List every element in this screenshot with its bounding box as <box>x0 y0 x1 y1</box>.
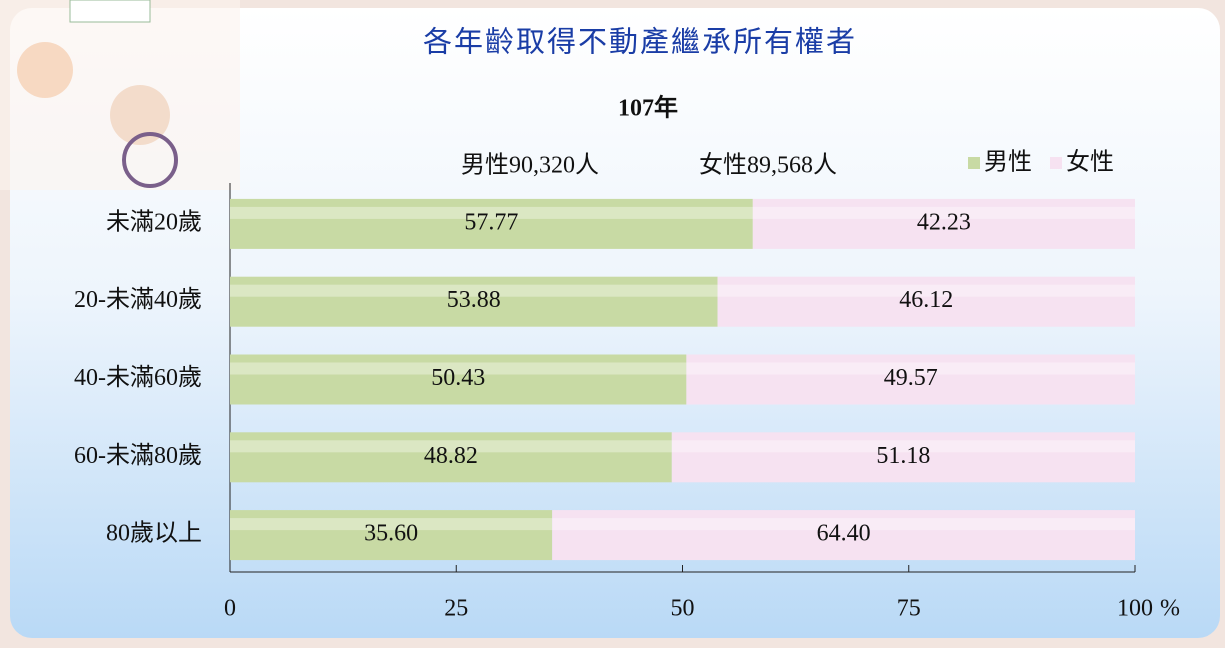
legend-label: 男性 <box>984 149 1032 176</box>
illustration <box>0 0 240 190</box>
y-tick-label: 20-未滿40歲 <box>74 286 202 313</box>
y-tick-label: 60-未滿80歲 <box>74 442 202 469</box>
legend-swatch <box>1050 157 1062 169</box>
annotation: 男性90,320人 <box>461 152 599 179</box>
x-axis-label: % <box>1160 596 1180 622</box>
chart-title: 各年齡取得不動產繼承所有權者 <box>423 26 857 59</box>
value-label: 46.12 <box>899 287 953 313</box>
x-tick-label: 100 <box>1117 596 1153 622</box>
value-label: 49.57 <box>884 365 938 391</box>
y-tick-label: 未滿20歲 <box>106 208 202 235</box>
x-tick-label: 75 <box>897 596 921 622</box>
value-label: 48.82 <box>424 443 478 469</box>
value-label: 53.88 <box>447 287 501 313</box>
chart: 各年齡取得不動產繼承所有權者 107年 男性90,320人 女性89,568人 … <box>0 0 1225 643</box>
legend-swatch <box>968 157 980 169</box>
x-tick-label: 50 <box>671 596 695 622</box>
value-label: 64.40 <box>817 521 871 547</box>
value-label: 57.77 <box>464 209 518 235</box>
value-label: 50.43 <box>431 365 485 391</box>
annotation: 女性89,568人 <box>699 152 837 179</box>
value-label: 42.23 <box>917 209 971 235</box>
y-tick-label: 40-未滿60歲 <box>74 364 202 391</box>
value-label: 51.18 <box>876 443 930 469</box>
x-tick-label: 0 <box>224 596 236 622</box>
subtitle: 107年 <box>618 94 678 122</box>
y-tick-label: 80歲以上 <box>106 520 202 547</box>
legend-label: 女性 <box>1066 149 1114 176</box>
x-tick-label: 25 <box>444 596 468 622</box>
value-label: 35.60 <box>364 521 418 547</box>
